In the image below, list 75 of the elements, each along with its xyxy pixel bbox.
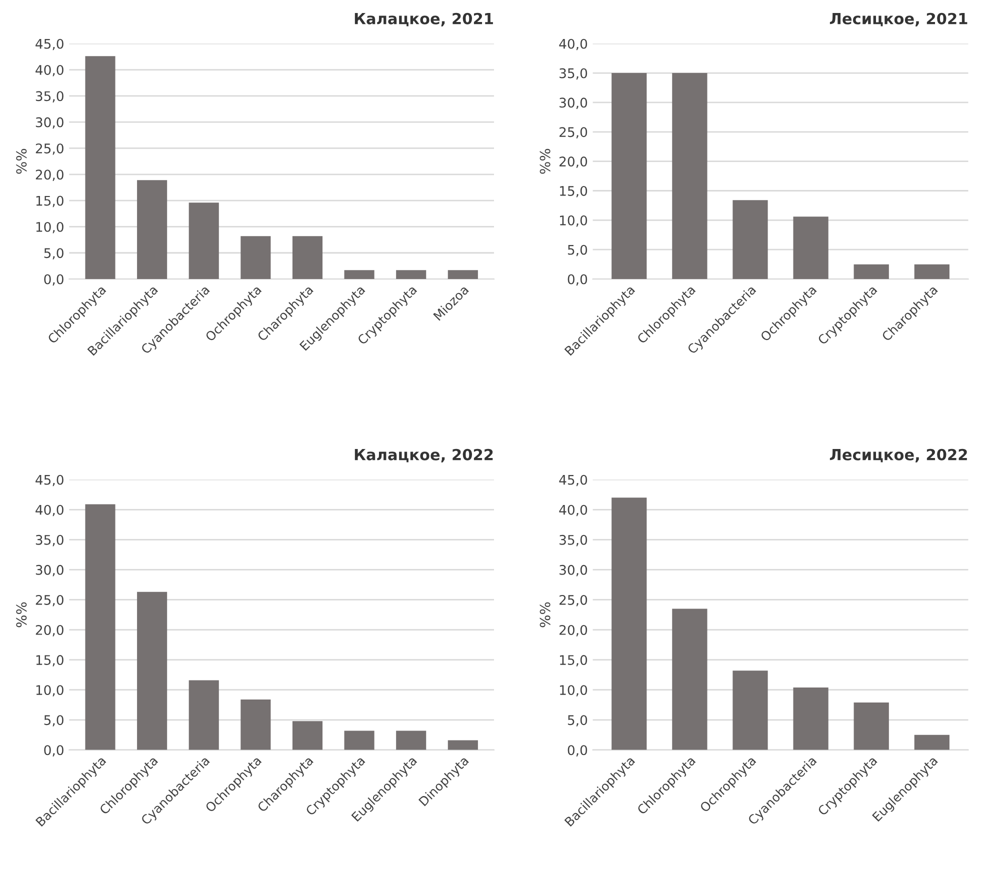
bar: [292, 236, 323, 280]
y-tick-label: 0,0: [568, 745, 588, 756]
bar: [188, 202, 219, 280]
y-tick-label: 30,0: [36, 117, 64, 129]
y-tick-label: 5,0: [44, 715, 64, 726]
bar: [292, 721, 323, 750]
y-tick-label: 5,0: [568, 715, 588, 726]
y-tick-label: 15,0: [560, 186, 588, 198]
y-tick-label: 15,0: [36, 655, 64, 666]
bar: [672, 608, 708, 750]
bar: [854, 264, 889, 280]
bar: [85, 56, 116, 280]
y-tick-label: 40,0: [36, 64, 64, 76]
bar: [137, 180, 168, 280]
bar: [240, 699, 271, 750]
y-axis-title: %%: [540, 602, 550, 628]
bar: [612, 73, 647, 280]
y-tick-label: 40,0: [559, 504, 588, 516]
y-tick-label: 20,0: [36, 170, 64, 181]
bar: [732, 670, 768, 750]
y-tick-label: 10,0: [560, 685, 588, 696]
y-tick-label: 45,0: [559, 474, 588, 486]
y-tick-label: 0,0: [44, 274, 64, 286]
bar: [793, 216, 828, 280]
y-tick-label: 10,0: [36, 222, 64, 234]
y-tick-label: 0,0: [44, 745, 64, 756]
bar: [672, 73, 708, 280]
y-tick-label: 25,0: [560, 594, 588, 606]
y-tick-label: 20,0: [560, 625, 588, 636]
bar: [344, 270, 374, 280]
y-axis-title: %%: [16, 148, 27, 174]
chart-title: Калацкое, 2022: [354, 448, 493, 462]
bar: [448, 270, 478, 280]
bar: [854, 702, 889, 750]
bar: [396, 730, 426, 750]
chart-title: Лесицкое, 2022: [830, 448, 967, 462]
y-tick-label: 10,0: [560, 215, 588, 227]
y-tick-label: 40,0: [36, 504, 64, 516]
y-tick-label: 30,0: [560, 98, 588, 110]
y-tick-label: 20,0: [560, 156, 588, 168]
y-tick-label: 25,0: [36, 594, 64, 606]
y-tick-label: 15,0: [36, 196, 64, 208]
y-axis-title: %%: [16, 602, 27, 628]
y-tick-label: 25,0: [36, 143, 64, 155]
y-tick-label: 35,0: [560, 68, 588, 80]
y-tick-label: 40,0: [559, 38, 588, 50]
y-tick-label: 30,0: [36, 564, 64, 576]
bar: [914, 734, 950, 750]
y-tick-label: 25,0: [560, 127, 588, 138]
y-tick-label: 5,0: [44, 248, 64, 260]
bar: [448, 740, 478, 750]
bar: [344, 730, 374, 750]
bar: [240, 236, 271, 280]
bar: [396, 270, 426, 280]
y-tick-label: 15,0: [560, 655, 588, 666]
y-tick-label: 0,0: [568, 274, 588, 286]
y-tick-label: 10,0: [36, 685, 64, 696]
y-tick-label: 20,0: [36, 625, 64, 636]
y-tick-label: 30,0: [560, 564, 588, 576]
bar: [137, 592, 168, 750]
bar: [85, 504, 116, 750]
y-tick-label: 45,0: [36, 474, 64, 486]
bar: [793, 687, 828, 750]
bar: [188, 680, 219, 750]
y-tick-label: 5,0: [568, 244, 588, 256]
y-axis-title: %%: [540, 148, 550, 174]
chart-title: Калацкое, 2021: [354, 12, 493, 26]
y-tick-label: 35,0: [36, 91, 64, 102]
y-tick-label: 35,0: [36, 534, 64, 546]
bar: [612, 498, 647, 750]
bar: [914, 264, 950, 280]
chart-title: Лесицкое, 2021: [830, 12, 968, 26]
y-tick-label: 35,0: [560, 534, 588, 546]
y-tick-label: 45,0: [36, 38, 64, 50]
bar: [732, 200, 768, 280]
